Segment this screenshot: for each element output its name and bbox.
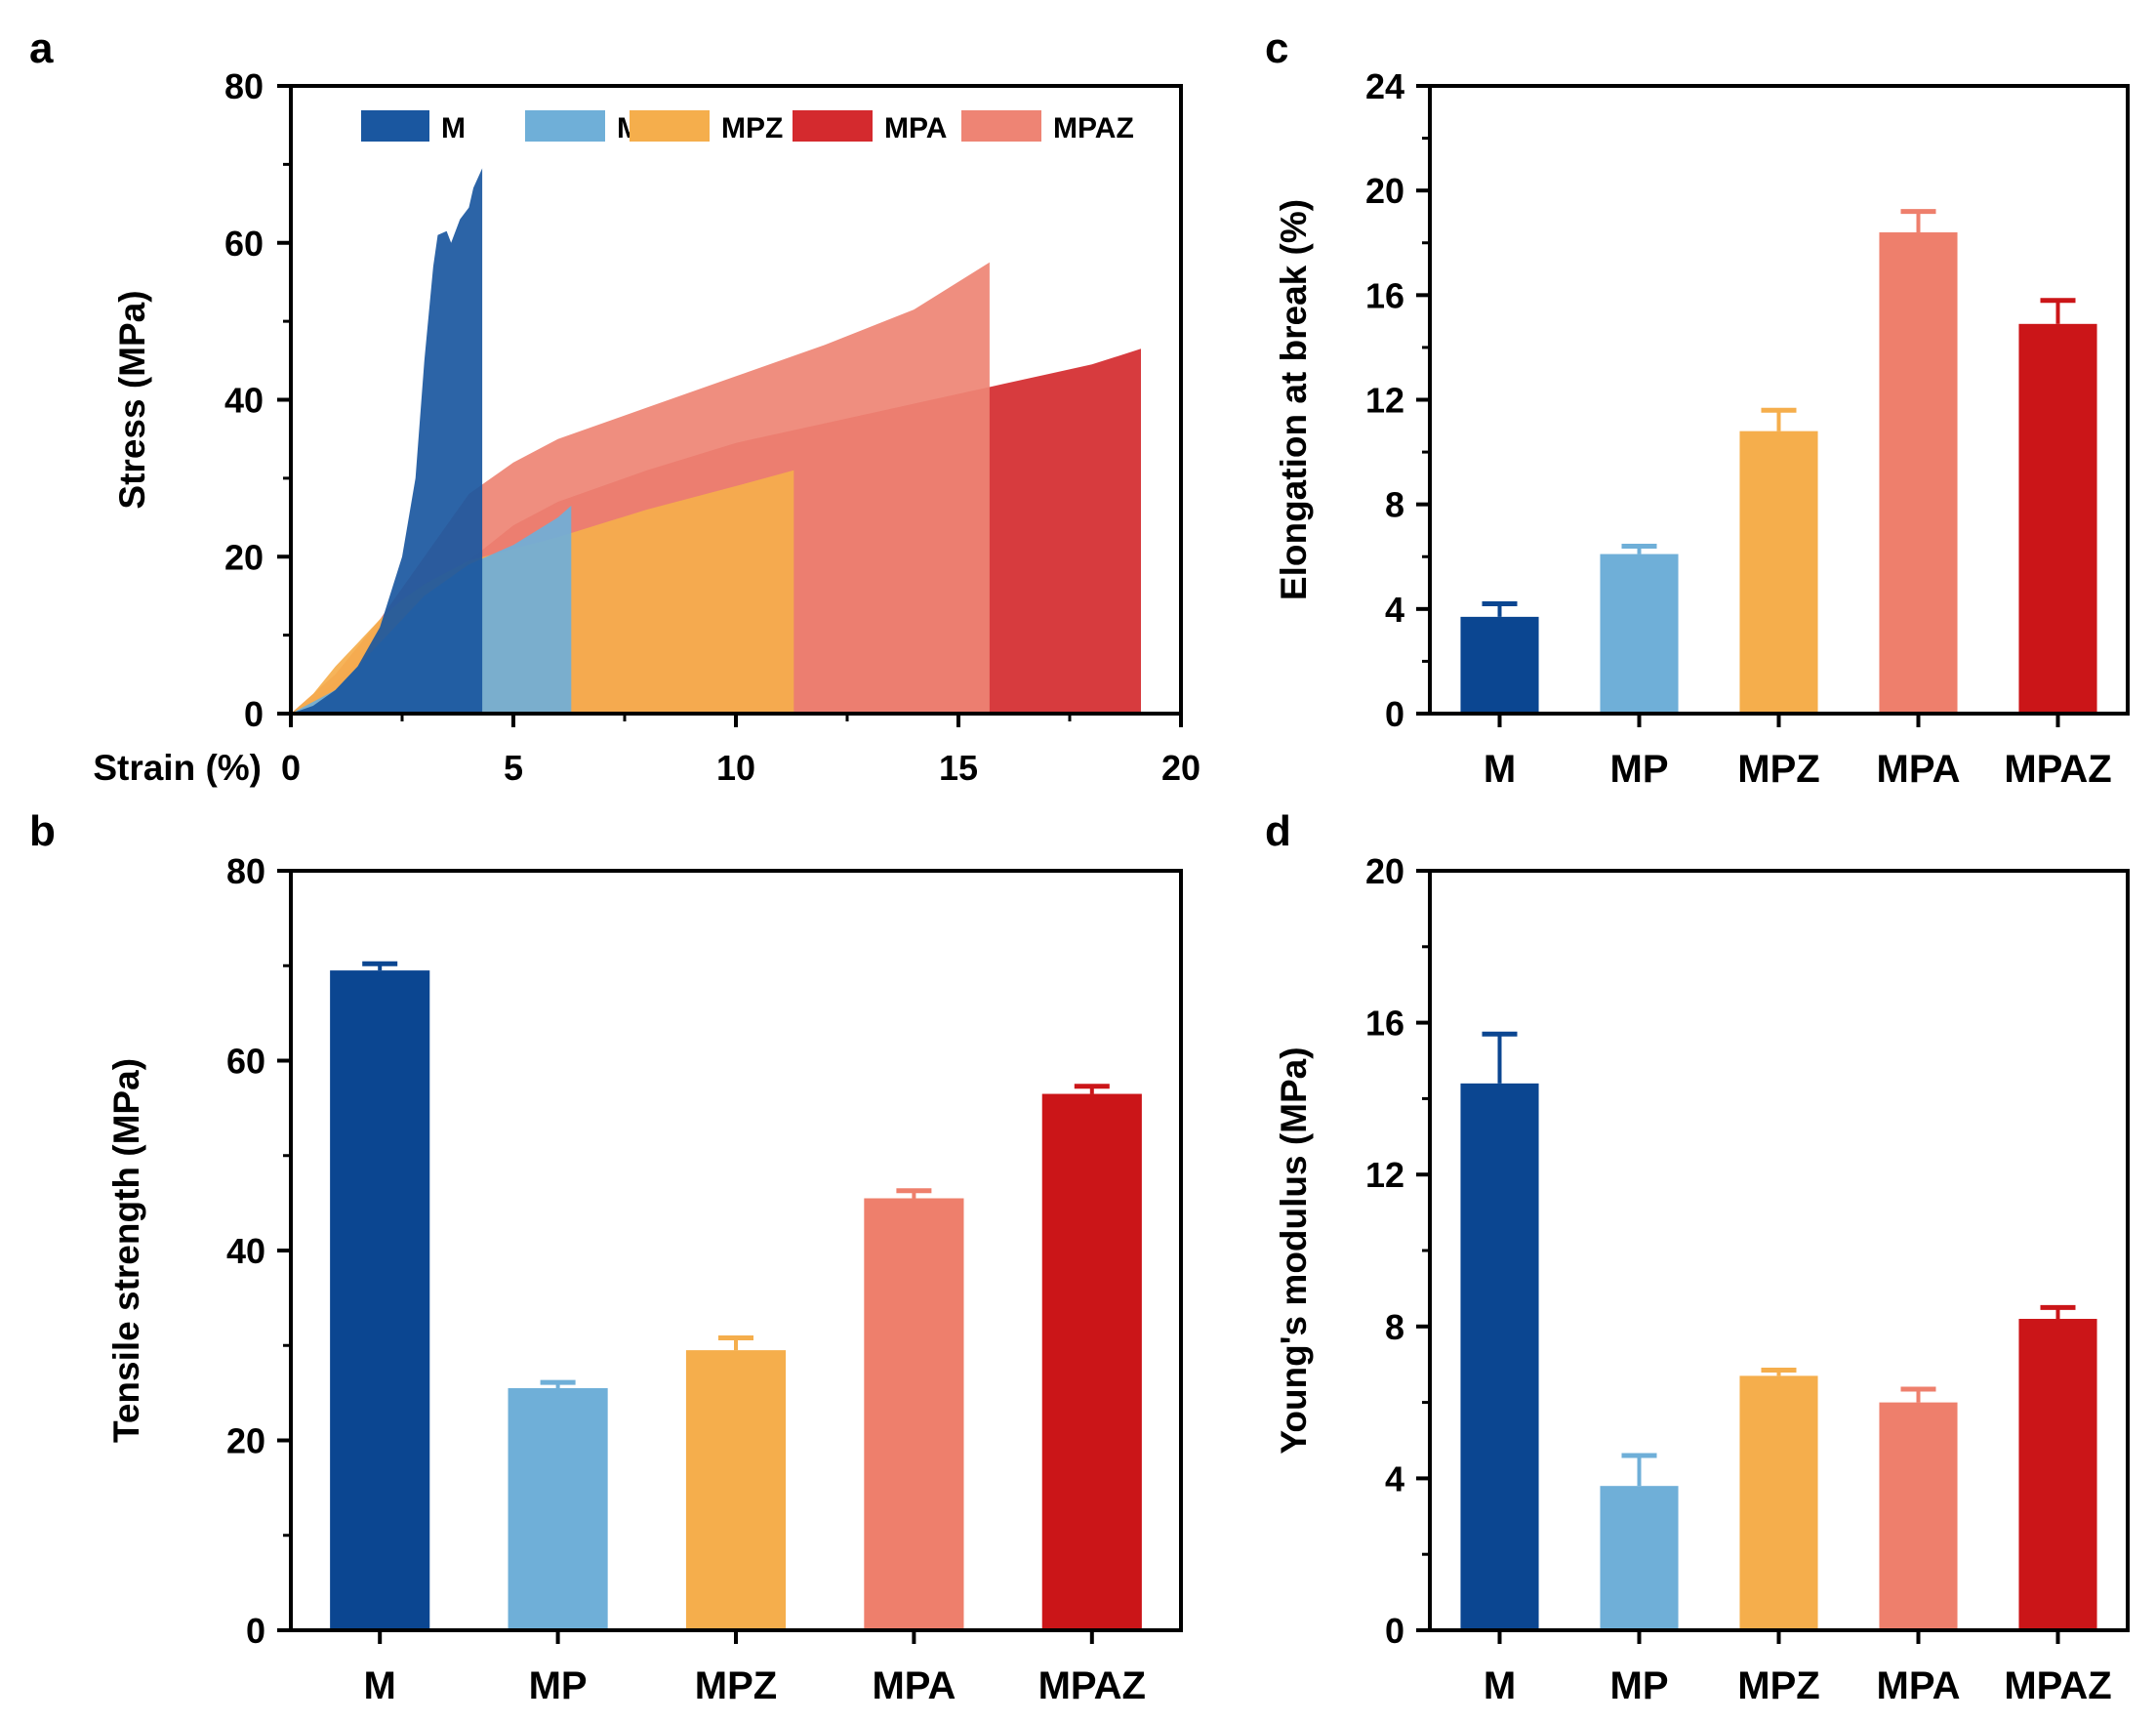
legend-swatch-mp (525, 110, 605, 142)
bar-mpaz (2018, 323, 2097, 714)
category-label-mp: MP (1610, 1664, 1669, 1707)
x-tick-label: 0 (281, 748, 301, 788)
legend-swatch-m (361, 110, 429, 142)
y-tick-label: 16 (1365, 1004, 1404, 1044)
panel-letter: b (29, 807, 56, 855)
bar-mpz (1739, 431, 1818, 714)
y-tick-label: 0 (244, 694, 264, 734)
category-label-m: M (1484, 1664, 1516, 1707)
y-tick-label: 20 (224, 537, 264, 577)
y-tick-label: 20 (1365, 171, 1404, 211)
legend-label-mpa: MPA (884, 112, 947, 144)
category-label-mpz: MPZ (695, 1664, 777, 1707)
x-tick-label: 5 (504, 748, 523, 788)
stress-strain-area-m (291, 168, 483, 714)
y-tick-label: 8 (1385, 485, 1404, 525)
category-label-mpa: MPA (872, 1664, 956, 1707)
legend-swatch-mpaz (961, 110, 1041, 142)
panel-letter: a (29, 24, 54, 72)
category-label-m: M (364, 1664, 396, 1707)
category-label-m: M (1484, 748, 1516, 791)
y-tick-label: 4 (1385, 590, 1404, 630)
y-axis-title: Stress (MPa) (112, 290, 152, 509)
category-label-mpz: MPZ (1737, 748, 1819, 791)
category-label-mpaz: MPAZ (2004, 748, 2111, 791)
y-tick-label: 0 (1385, 694, 1404, 734)
panel-letter: c (1265, 24, 1288, 72)
panel-letter: d (1265, 807, 1291, 855)
y-tick-label: 60 (226, 1042, 265, 1082)
category-label-mpa: MPA (1877, 1664, 1961, 1707)
bar-mp (1600, 1486, 1679, 1630)
bar-m (1460, 1083, 1539, 1630)
x-tick-label: 10 (716, 748, 755, 788)
y-tick-label: 12 (1365, 381, 1404, 421)
y-tick-label: 0 (246, 1611, 265, 1651)
category-label-mpaz: MPAZ (1038, 1664, 1146, 1707)
legend-swatch-mpz (630, 110, 710, 142)
category-label-mp: MP (529, 1664, 588, 1707)
category-label-mpa: MPA (1877, 748, 1961, 791)
y-axis-title: Tensile strength (MPa) (106, 1058, 146, 1443)
y-tick-label: 8 (1385, 1307, 1404, 1347)
y-tick-label: 4 (1385, 1458, 1404, 1498)
y-axis-title: Elongation at break (%) (1274, 199, 1314, 600)
bar-mp (1600, 554, 1679, 714)
bar-m (1460, 616, 1539, 714)
bar-mp (508, 1388, 608, 1630)
bar-mpa (1879, 232, 1958, 715)
y-tick-label: 12 (1365, 1155, 1404, 1195)
y-tick-label: 20 (226, 1421, 265, 1461)
category-label-mpz: MPZ (1737, 1664, 1819, 1707)
y-tick-label: 40 (226, 1231, 265, 1271)
bar-mpaz (1041, 1093, 1142, 1630)
bar-mpa (1879, 1402, 1958, 1630)
y-tick-label: 0 (1385, 1611, 1404, 1651)
y-tick-label: 16 (1365, 275, 1404, 315)
legend-swatch-mpa (793, 110, 873, 142)
bar-mpz (685, 1350, 787, 1630)
y-axis-title: Young's modulus (MPa) (1274, 1046, 1314, 1454)
y-tick-label: 20 (1365, 851, 1404, 891)
bar-mpaz (2018, 1319, 2097, 1630)
legend-label-m: M (441, 112, 466, 144)
y-tick-label: 80 (224, 66, 264, 106)
y-tick-label: 40 (224, 381, 264, 421)
x-tick-label: 20 (1161, 748, 1200, 788)
y-tick-label: 24 (1365, 66, 1404, 106)
x-tick-label: 15 (939, 748, 978, 788)
bar-mpa (864, 1198, 964, 1630)
legend-label-mpz: MPZ (721, 112, 783, 144)
category-label-mpaz: MPAZ (2004, 1664, 2111, 1707)
bar-mpz (1739, 1375, 1818, 1630)
x-axis-title: Strain (%) (93, 748, 262, 788)
category-label-mp: MP (1610, 748, 1669, 791)
bar-m (330, 970, 430, 1630)
y-tick-label: 80 (226, 851, 265, 891)
legend-label-mpaz: MPAZ (1053, 112, 1134, 144)
y-tick-label: 60 (224, 224, 264, 264)
